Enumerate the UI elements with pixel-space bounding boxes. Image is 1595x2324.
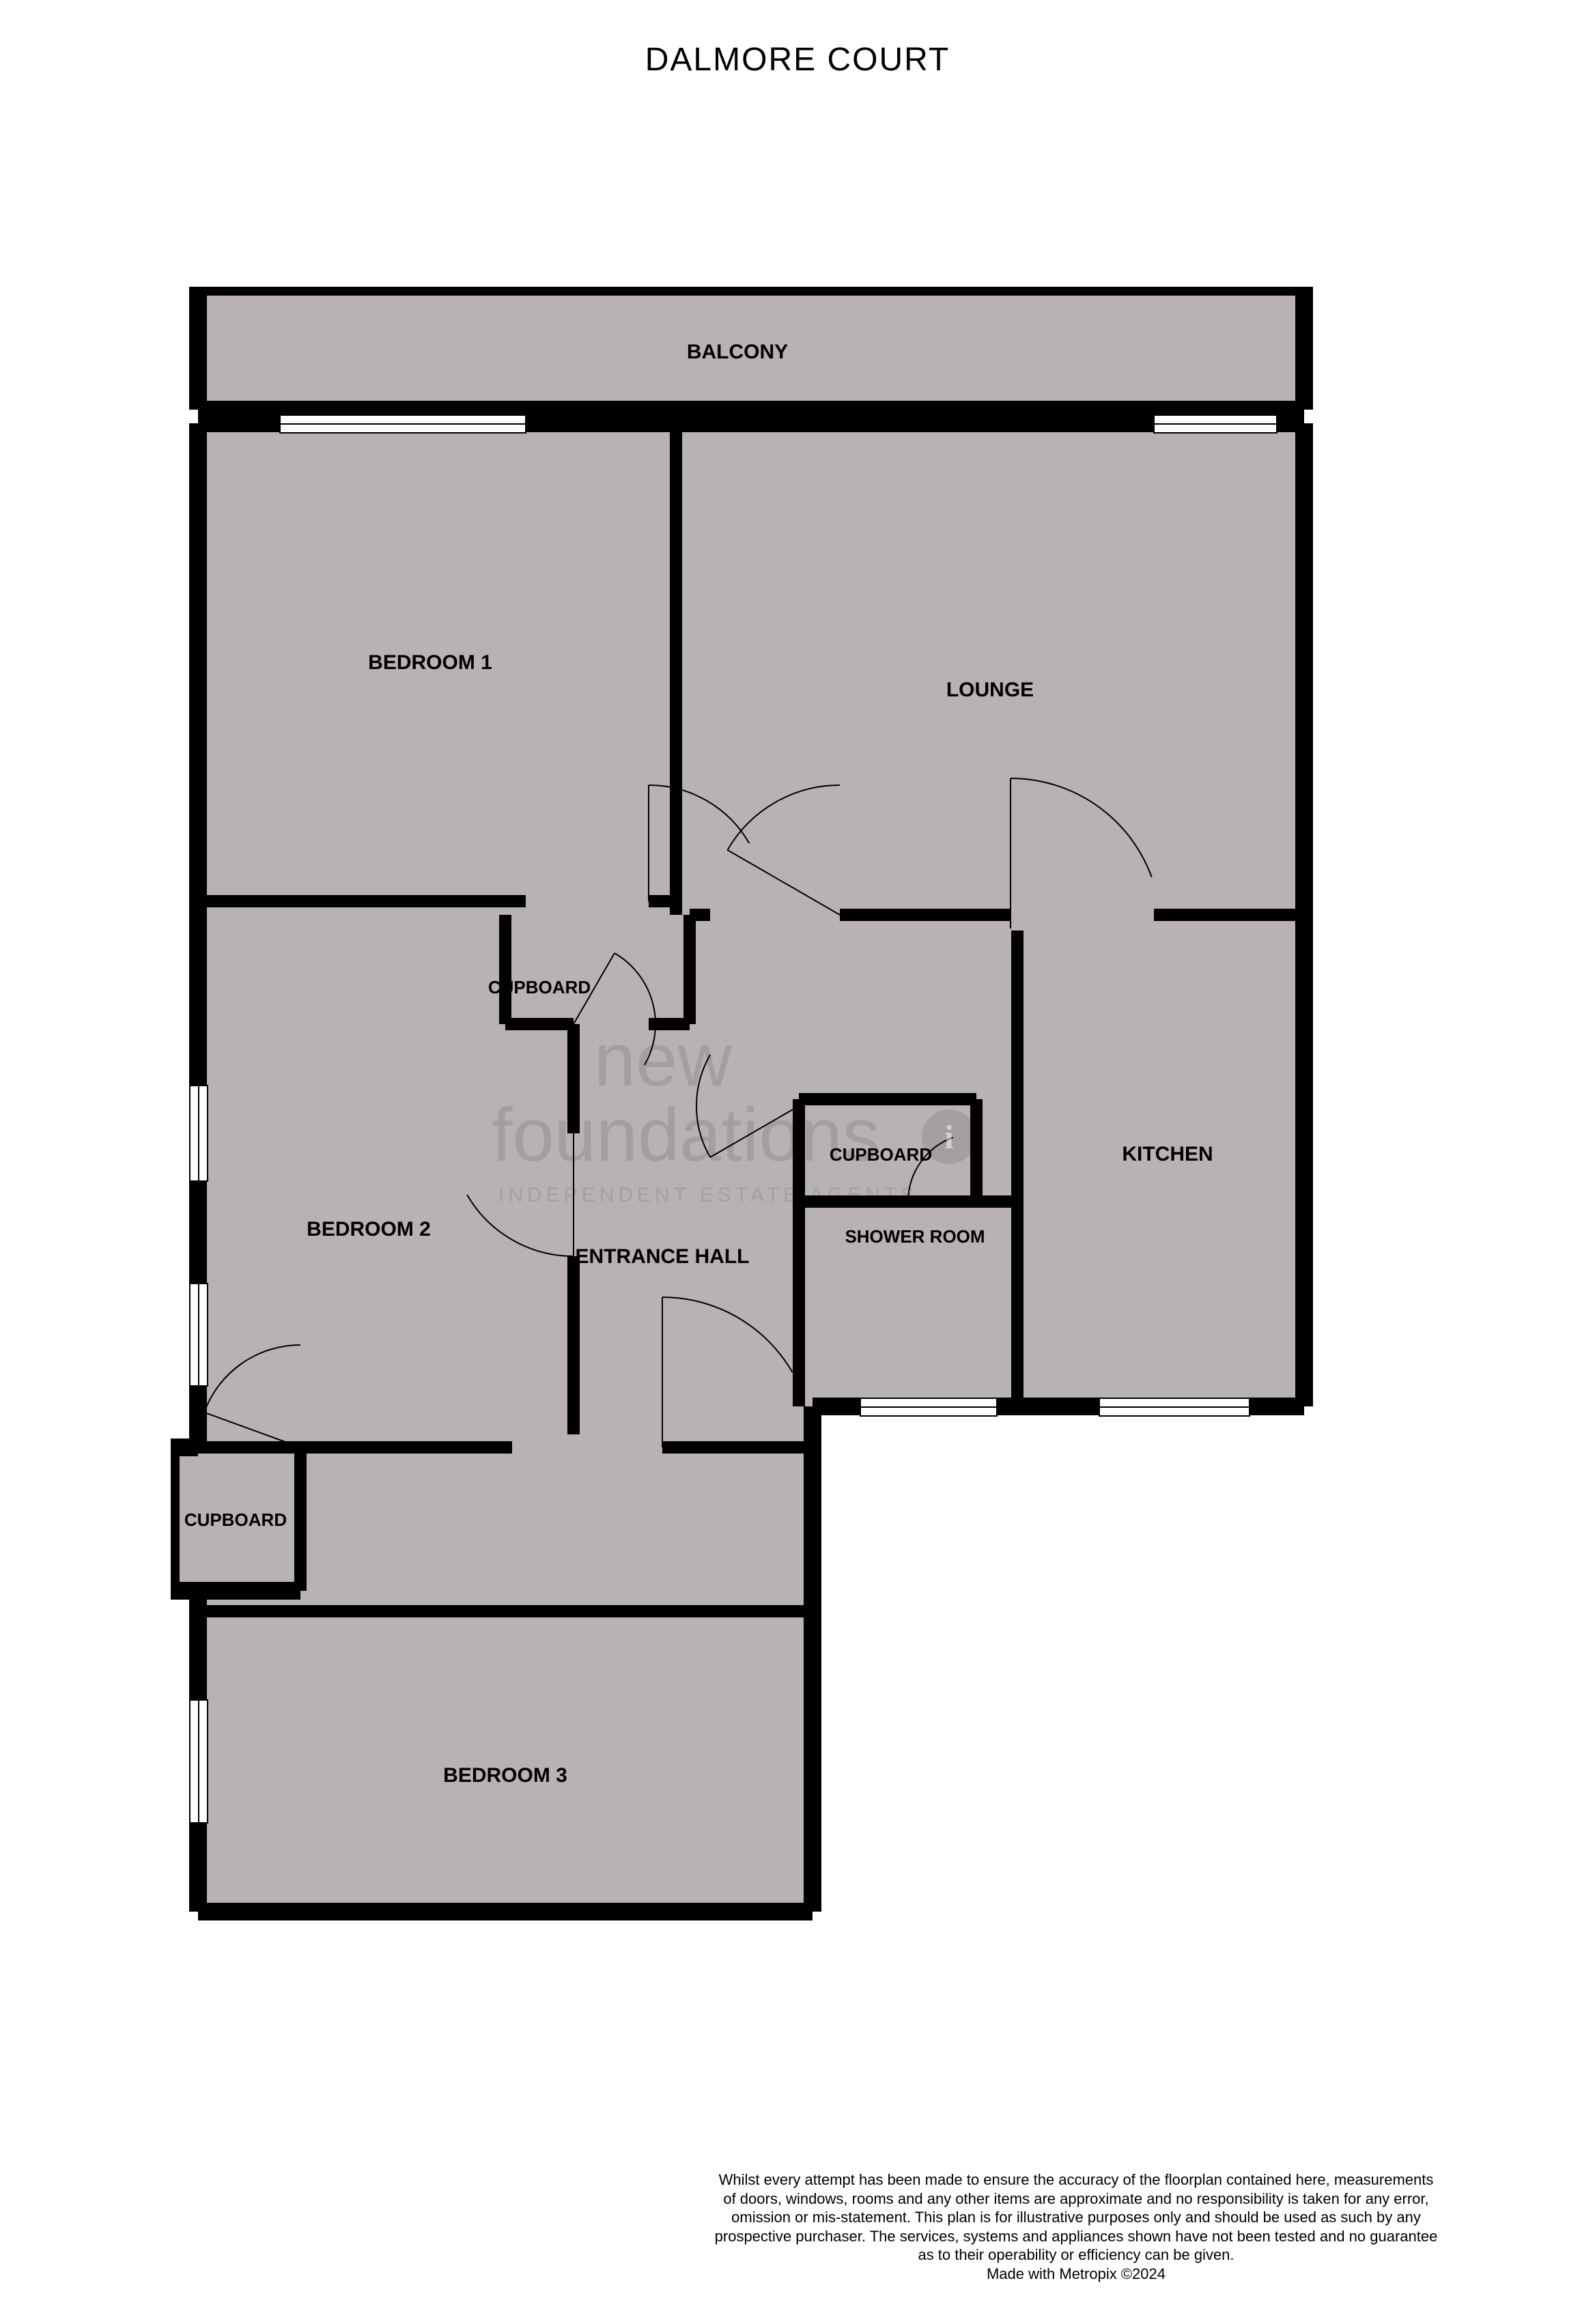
room-label-bedroom3: BEDROOM 3 <box>443 1764 567 1787</box>
room-label-shower: SHOWER ROOM <box>845 1226 985 1247</box>
disclaimer-line: of doors, windows, rooms and any other i… <box>723 2190 1428 2207</box>
disclaimer-line: omission or mis-statement. This plan is … <box>731 2209 1421 2226</box>
svg-text:INDEPENDENT ESTATE AGENTS: INDEPENDENT ESTATE AGENTS <box>498 1184 918 1206</box>
disclaimer-line: Made with Metropix ©2024 <box>987 2265 1166 2282</box>
plan-title: DALMORE COURT <box>0 41 1595 79</box>
room-label-cupboard_bl: CUPBOARD <box>184 1510 287 1530</box>
disclaimer-text: Whilst every attempt has been made to en… <box>598 2170 1554 2283</box>
room-label-lounge: LOUNGE <box>946 679 1034 701</box>
room-label-cupboard_mid: CUPBOARD <box>830 1144 932 1165</box>
svg-text:i: i <box>944 1118 954 1156</box>
svg-text:new: new <box>594 1018 732 1102</box>
room-label-hall: ENTRANCE HALL <box>576 1245 750 1268</box>
floorplan-canvas: newfoundations i INDEPENDENT ESTATE AGENTS… <box>171 287 1331 1925</box>
floorplan-page: DALMORE COURT newfoundations i INDEPENDENT… <box>0 0 1595 2324</box>
disclaimer-line: prospective purchaser. The services, sys… <box>715 2228 1438 2245</box>
svg-text:foundations: foundations <box>492 1093 880 1177</box>
room-label-kitchen: KITCHEN <box>1122 1143 1213 1165</box>
room-label-cupboard_top: CUPBOARD <box>488 977 591 997</box>
room-label-bedroom2: BEDROOM 2 <box>307 1218 431 1241</box>
room-label-balcony: BALCONY <box>687 341 788 363</box>
disclaimer-line: as to their operability or efficiency ca… <box>918 2246 1234 2263</box>
room-label-bedroom1: BEDROOM 1 <box>368 651 492 674</box>
disclaimer-line: Whilst every attempt has been made to en… <box>719 2171 1434 2188</box>
